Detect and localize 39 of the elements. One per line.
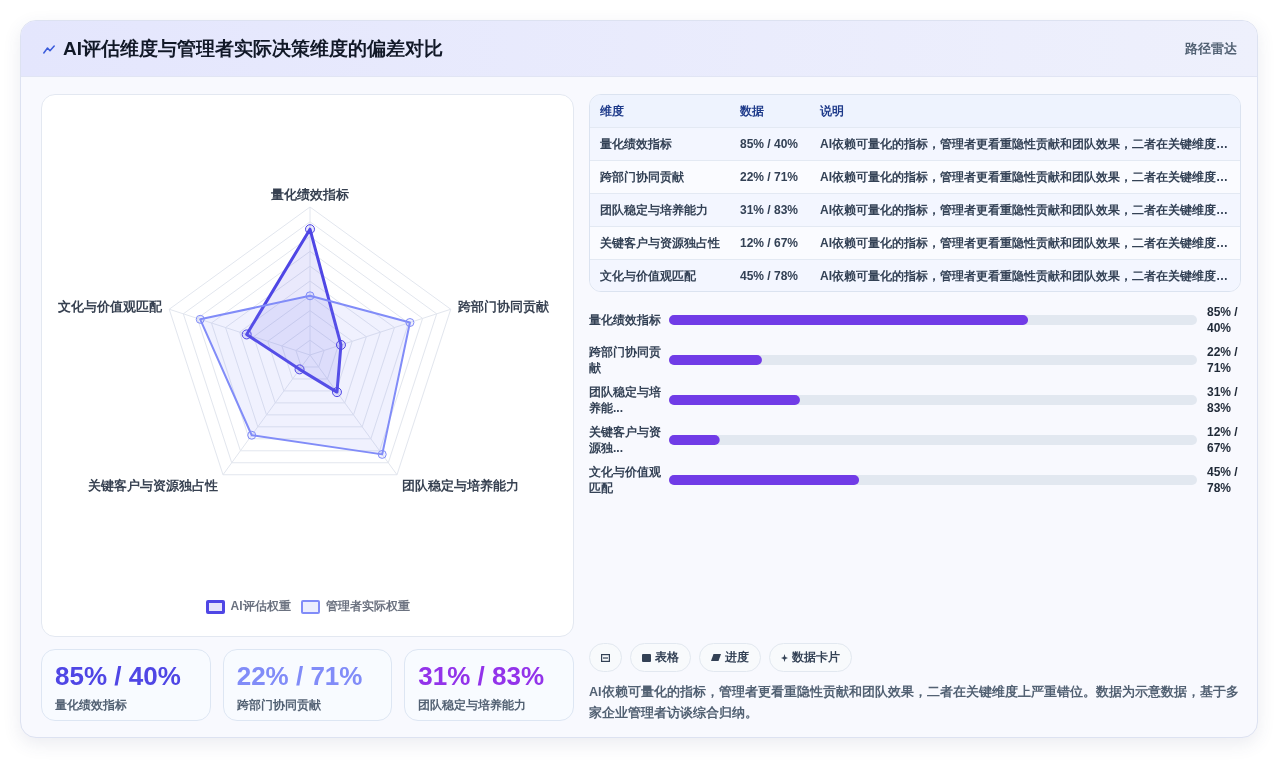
spoke-label: 关键客户与资源独占性 [87, 478, 219, 494]
data-label: 22% / 71% [1207, 344, 1239, 376]
spoke-label: 量化绩效指标 [270, 188, 349, 202]
data-label: 31% / 83% [1207, 384, 1239, 416]
y-tick-label: 关键客户与资源独... [589, 424, 662, 456]
data-label: 12% / 67% [1207, 424, 1239, 456]
table-row: 量化绩效指标 85% / 40% AI依赖可量化的指标，管理者更看重隐性贡献和团队效果，二者在关键维度… [590, 127, 1240, 160]
category-label: 维度 [600, 104, 624, 117]
category-label: 数据 [740, 104, 764, 117]
spoke-label: 文化与价值观匹配 [56, 299, 163, 315]
text: AI评估维度与管理者实际决策维度的偏差对比 [63, 37, 443, 61]
category-label: 说明 [820, 104, 844, 117]
table-header-row: 维度 数据 说明 [590, 95, 1240, 127]
y-tick-label: 量化绩效指标 [589, 312, 661, 328]
legend-label: 管理者实际权重 [325, 598, 410, 615]
data-label: 45% / 78% [1207, 464, 1239, 496]
category-label: 进度 [725, 650, 749, 665]
spoke-label: 团队稳定与培养能力 [401, 478, 519, 494]
legend-label: AI评估权重 [230, 598, 291, 615]
y-tick-label: 文化与价值观匹配 [589, 464, 662, 496]
spoke-label: 跨部门协同贡献 [457, 299, 551, 315]
category-label: 跨部门协同贡献 [236, 698, 321, 712]
text: AI依赖可量化的指标，管理者更看重隐性贡献和团队效果，二者在关键维度上严重错位。数据为示意数据，基于多家企业管理者访谈综合归纳。 [589, 685, 1239, 720]
text: 85% / 40% [55, 661, 181, 691]
bar [669, 355, 762, 365]
text: 22% / 71% [236, 661, 363, 691]
table-row: 团队稳定与培养能力 31% / 83% AI依赖可量化的指标，管理者更看重隐性贡献和团队效果，二者在关键维度… [590, 193, 1240, 226]
text: 31% / 83% [418, 661, 545, 691]
y-tick-label: 团队稳定与培养能... [589, 384, 662, 416]
bar [669, 395, 800, 405]
category-label: 数据卡片 [792, 650, 840, 665]
bar [669, 435, 720, 445]
table-row: 文化与价值观匹配 45% / 78% AI依赖可量化的指标，管理者更看重隐性贡献和团队效果，二者在关键维度… [590, 259, 1240, 291]
category-label: 团队稳定与培养能力 [418, 698, 527, 712]
data-label: 85% / 40% [1207, 304, 1239, 336]
text: 路径雷达 [1185, 41, 1237, 58]
category-label: 表格 [655, 650, 679, 665]
y-tick-label: 跨部门协同贡献 [589, 344, 662, 376]
category-label: 量化绩效指标 [55, 698, 127, 712]
